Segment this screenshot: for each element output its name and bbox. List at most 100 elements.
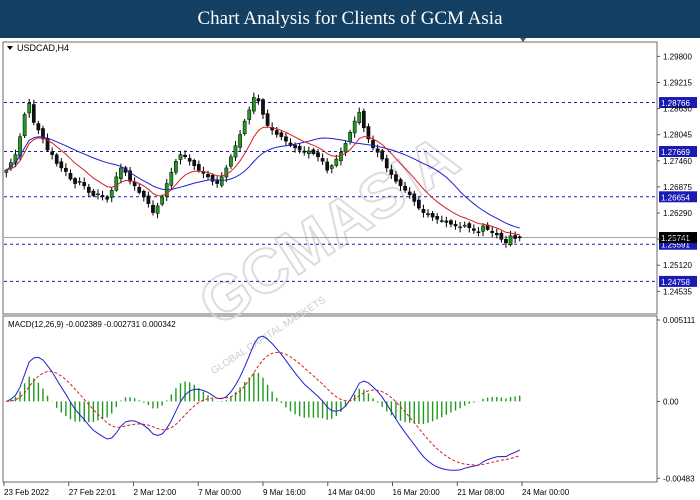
candle-body — [96, 193, 100, 196]
candle-body — [206, 174, 210, 178]
chart-banner-title: Chart Analysis for Clients of GCM Asia — [0, 0, 700, 38]
time-tick-label: 14 Mar 04:00 — [328, 488, 376, 497]
candle-body — [472, 228, 476, 231]
candle-body — [398, 179, 403, 187]
macd-tick-label: 0.005111 — [663, 316, 696, 325]
candle-body — [22, 114, 27, 137]
candle-body — [229, 156, 233, 167]
level-label-box — [659, 191, 697, 203]
candle-body — [467, 223, 472, 229]
candle-body — [247, 109, 252, 120]
candle-body — [306, 150, 311, 154]
price-tick-label: 1.26875 — [663, 183, 692, 192]
candle-body — [114, 176, 119, 191]
candle-body — [155, 205, 160, 214]
candle-body — [311, 149, 316, 154]
candle-body — [476, 231, 481, 234]
macd-signal-line — [6, 351, 520, 466]
level-label-box — [659, 145, 697, 157]
price-panel-frame — [2, 41, 658, 315]
candle-body — [412, 193, 417, 202]
candle-body — [219, 176, 224, 186]
candle-body — [320, 158, 325, 162]
candle-body — [325, 161, 330, 171]
symbol-dropdown-icon[interactable] — [7, 46, 13, 50]
candle-body — [50, 151, 54, 155]
candle-body — [357, 111, 362, 123]
candle-body — [54, 154, 59, 164]
candle-body — [86, 186, 91, 193]
time-tick-label: 23 Feb 2022 — [4, 488, 49, 497]
candle-body — [508, 235, 513, 245]
candle-body — [27, 102, 32, 114]
candle-body — [384, 158, 389, 169]
candle-body — [41, 128, 45, 140]
macd-panel-frame — [2, 315, 658, 483]
level-label-box — [659, 275, 697, 287]
candle-body — [210, 175, 215, 182]
candle-body — [36, 123, 41, 131]
candle-body — [499, 232, 504, 240]
candle-body — [453, 224, 458, 227]
time-tick-label: 9 Mar 16:00 — [263, 488, 306, 497]
price-tick-label: 1.29215 — [663, 78, 692, 87]
level-label: 1.27669 — [661, 148, 690, 157]
candle-body — [297, 145, 302, 151]
candle-body — [371, 140, 375, 149]
candle-body — [100, 195, 105, 198]
candle-body — [504, 239, 508, 244]
candle-body — [339, 152, 343, 162]
moving-average-layer — [5, 126, 520, 236]
candle-body — [64, 167, 68, 172]
price-levels-layer: 1.28766 1.27669 1.26654 1.25591 1.24758 1.257… — [4, 97, 697, 287]
price-tick-label: 1.25120 — [663, 261, 692, 270]
candle-body — [462, 224, 467, 227]
candle-body — [394, 174, 398, 182]
candle-body — [174, 161, 178, 173]
candle-body — [261, 99, 265, 115]
candle-body — [361, 110, 366, 129]
candle-body — [192, 160, 197, 166]
candle-body — [196, 164, 201, 171]
candle-body — [439, 220, 444, 222]
candle-body — [490, 230, 495, 233]
candle-body — [160, 196, 165, 205]
candle-body — [426, 213, 430, 216]
level-label: 1.24758 — [661, 278, 690, 287]
time-tick-label: 27 Feb 22:01 — [69, 488, 117, 497]
candle-body — [238, 134, 242, 148]
candle-body — [132, 181, 137, 187]
candle-body — [449, 220, 453, 225]
time-tick-label: 2 Mar 12:00 — [134, 488, 177, 497]
macd-layer — [6, 335, 521, 471]
time-axis: 23 Feb 2022 27 Feb 22:01 2 Mar 12:00 7 Mar … — [3, 482, 570, 497]
candle-body — [141, 191, 146, 198]
candle-body — [91, 190, 96, 196]
candle-body — [187, 158, 192, 162]
candle-body — [274, 130, 279, 135]
price-tick-label: 1.29800 — [663, 52, 692, 61]
chart-title: USDCAD,H4 — [17, 43, 69, 53]
candle-body — [316, 152, 320, 158]
price-tick-label: 1.28630 — [663, 105, 692, 114]
candle-body — [119, 167, 123, 179]
candle-body — [82, 182, 87, 187]
ma-slow-line — [5, 136, 520, 229]
candle-body — [348, 132, 352, 142]
level-label-box — [659, 238, 697, 250]
macd-axis: 0.005111 0.00 -0.00483 — [657, 316, 696, 483]
candle-body — [366, 126, 371, 140]
candle-body — [481, 225, 485, 232]
candle-body — [343, 143, 348, 153]
time-tick-label: 21 Mar 08:00 — [457, 488, 505, 497]
candle-body — [73, 178, 77, 184]
candle-body — [284, 136, 288, 142]
price-tick-label: 1.24535 — [663, 287, 692, 296]
candle-body — [215, 180, 220, 184]
candle-body — [151, 204, 155, 213]
candle-body — [293, 144, 297, 149]
candles-layer — [4, 92, 522, 248]
candle-body — [279, 132, 284, 137]
candle-body — [403, 185, 407, 191]
candle-body — [380, 150, 385, 160]
